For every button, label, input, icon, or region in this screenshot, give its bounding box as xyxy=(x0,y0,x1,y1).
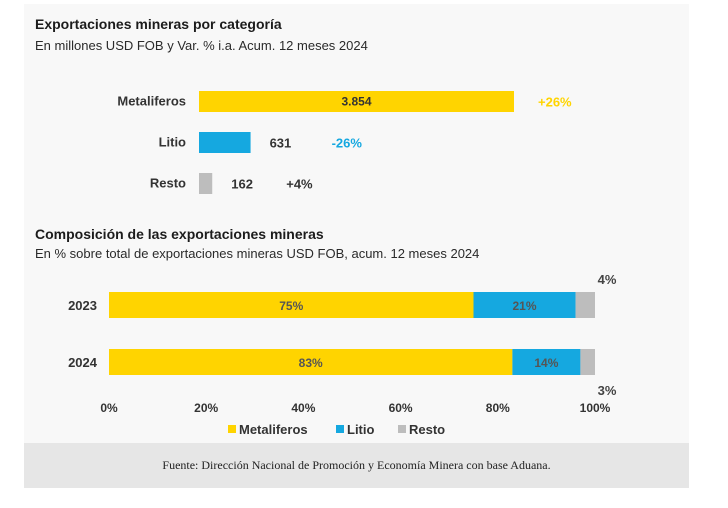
year-label: 2023 xyxy=(68,298,97,313)
variation-label: -26% xyxy=(332,136,363,151)
legend-swatch-metaliferos xyxy=(228,425,236,433)
x-tick-label: 60% xyxy=(389,401,413,415)
segment-resto xyxy=(575,292,595,318)
chart1-subtitle: En millones USD FOB y Var. % i.a. Acum. … xyxy=(35,38,368,53)
chart1-title: Exportaciones mineras por categoría xyxy=(35,16,282,32)
category-label: Metaliferos xyxy=(117,94,186,109)
bar-litio xyxy=(199,132,251,153)
variation-label: +26% xyxy=(538,95,572,110)
segment-metaliferos xyxy=(109,349,513,375)
segment-label: 14% xyxy=(534,356,558,370)
legend-swatch-resto xyxy=(398,425,406,433)
segment-metaliferos xyxy=(109,292,474,318)
segment-label: 83% xyxy=(299,356,323,370)
x-tick-label: 40% xyxy=(291,401,315,415)
value-label: 3.854 xyxy=(341,95,371,109)
x-tick-label: 100% xyxy=(580,401,611,415)
legend-label: Metaliferos xyxy=(239,422,308,437)
segment-resto xyxy=(580,349,595,375)
chart2-subtitle: En % sobre total de exportaciones minera… xyxy=(35,246,480,261)
value-label: 162 xyxy=(231,177,253,192)
x-tick-label: 0% xyxy=(100,401,118,415)
source-text: Fuente: Dirección Nacional de Promoción … xyxy=(162,458,551,472)
segment-label: 21% xyxy=(513,299,537,313)
variation-label: +4% xyxy=(286,177,313,192)
category-label: Resto xyxy=(150,176,186,191)
chart2-title: Composición de las exportaciones mineras xyxy=(35,226,324,242)
bar-metaliferos xyxy=(199,91,514,112)
segment-label: 75% xyxy=(279,299,303,313)
bar-resto xyxy=(199,173,213,194)
legend-label: Resto xyxy=(409,422,445,437)
x-tick-label: 20% xyxy=(194,401,218,415)
segment-litio xyxy=(473,292,576,318)
source-footer: Fuente: Dirección Nacional de Promoción … xyxy=(24,443,689,488)
year-label: 2024 xyxy=(68,355,98,370)
segment-label: 4% xyxy=(598,272,617,287)
segment-litio xyxy=(512,349,581,375)
category-label: Litio xyxy=(159,135,186,150)
legend-swatch-litio xyxy=(336,425,344,433)
chart1-svg: Metaliferos 3.854 +26% Litio 631 -26% Resto 162… xyxy=(117,91,572,194)
value-label: 631 xyxy=(270,136,292,151)
segment-label: 3% xyxy=(598,383,617,398)
chart-card xyxy=(24,4,689,488)
chart2-svg: 2023 75% 21% 4% 2024 83% 14% 3% 0% 20% 40% 60% 80% 10… xyxy=(68,272,617,437)
legend-label: Litio xyxy=(347,422,374,437)
x-tick-label: 80% xyxy=(486,401,510,415)
